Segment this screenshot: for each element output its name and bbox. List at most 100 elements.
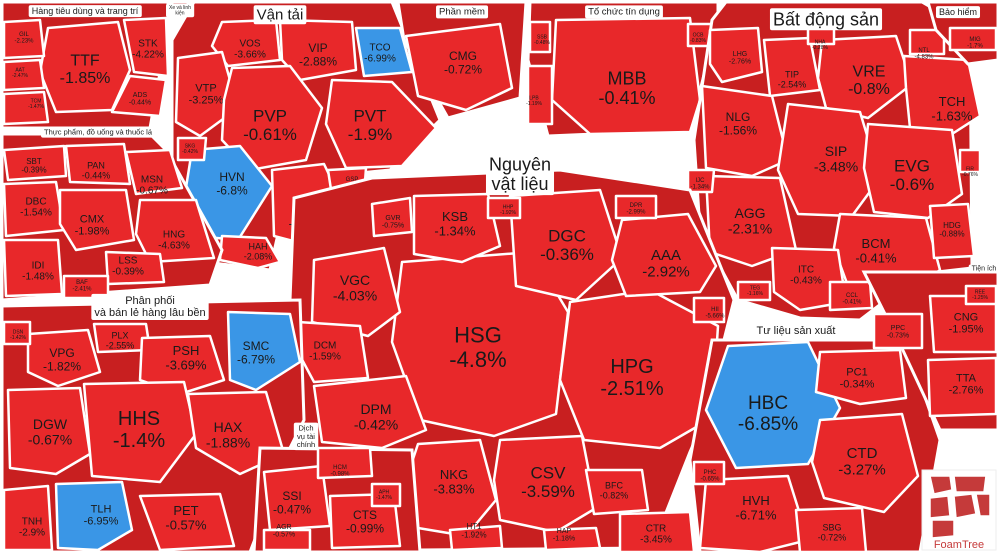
stock-cell-ijc[interactable]: IJC-1.34%: [686, 168, 716, 194]
stock-cell-psh[interactable]: PSH-3.69%: [138, 334, 226, 396]
stock-cell-hvh[interactable]: HVH-6.71%: [698, 474, 810, 554]
stock-cell-agr[interactable]: AGR-0.57%: [262, 524, 312, 552]
stock-cell-teg[interactable]: TEG-1.16%: [736, 280, 772, 302]
stock-cell-dsn[interactable]: DSN-1.42%: [2, 320, 32, 346]
stock-change: -6.95%: [84, 515, 119, 527]
stock-cell-ctd[interactable]: CTD-3.27%: [810, 412, 920, 514]
stock-cell-hdg[interactable]: HDG-0.88%: [928, 202, 976, 260]
stock-ticker: PLX: [111, 331, 128, 341]
stock-shape: [2, 238, 64, 298]
logo-text: FoamTree: [934, 539, 984, 551]
stock-cell-sbt[interactable]: SBT-0.39%: [2, 144, 68, 182]
stock-cell-pan[interactable]: PAN-0.44%: [64, 142, 132, 186]
stock-cell-dcm[interactable]: DCM-1.59%: [296, 320, 370, 384]
stock-cell-hng[interactable]: HNG-4.63%: [134, 198, 216, 264]
stock-cell-cmg[interactable]: CMG-0.72%: [404, 22, 514, 112]
stock-cell-fir[interactable]: FIR-0.76%: [958, 148, 982, 178]
stock-cell-cmx[interactable]: CMX-1.98%: [58, 188, 136, 252]
stock-cell-cts[interactable]: CTS-0.99%: [328, 492, 402, 550]
stock-cell-ppc[interactable]: PPC-0.73%: [872, 312, 924, 350]
stock-shape: [618, 510, 696, 554]
stock-cell-dpr[interactable]: DPR-2.99%: [614, 194, 658, 220]
stock-cell-hsg[interactable]: HSG-4.8%: [390, 250, 570, 438]
stock-cell-gvr[interactable]: GVR-0.75%: [370, 196, 414, 238]
stock-cell-skg[interactable]: SKG-0.42%: [176, 136, 208, 162]
stock-cell-pvp[interactable]: PVP-0.61%: [220, 64, 324, 172]
stock-cell-dgc[interactable]: DGC-0.36%: [508, 188, 624, 302]
stock-cell-vip[interactable]: VIP-2.88%: [278, 18, 358, 82]
stock-cell-hbc[interactable]: HBC-6.85%: [704, 340, 842, 470]
stock-change: -1.9%: [348, 125, 392, 144]
stock-cell-smc[interactable]: SMC-6.79%: [226, 310, 302, 392]
stock-cell-pvt[interactable]: PVT-1.9%: [324, 78, 438, 170]
stock-cell-gil[interactable]: GIL-2.23%: [2, 18, 46, 60]
stock-cell-evg[interactable]: EVG-0.6%: [862, 122, 964, 220]
stock-cell-nlg[interactable]: NLG-1.56%: [700, 84, 790, 178]
stock-cell-stk[interactable]: STK-4.22%: [122, 16, 170, 78]
stock-cell-ads[interactable]: ADS-0.44%: [110, 74, 168, 118]
stock-cell-ssi[interactable]: SSI-0.47%: [262, 464, 332, 532]
stock-cell-hpg[interactable]: HPG-2.51%: [558, 288, 720, 450]
stock-shape: [610, 212, 718, 298]
stock-cell-ccl[interactable]: CCL-0.41%: [828, 280, 874, 312]
stock-cell-dbc[interactable]: DBC-1.54%: [2, 180, 66, 238]
stock-cell-tlh[interactable]: TLH-6.95%: [54, 480, 134, 552]
stock-ticker: DSN: [13, 329, 24, 335]
stock-cell-pc1[interactable]: PC1-0.34%: [814, 348, 908, 406]
stock-cell-ree[interactable]: REE-1.25%: [964, 284, 998, 306]
stock-shape: [872, 312, 924, 350]
stock-cell-mbb[interactable]: MBB-0.41%: [550, 16, 702, 136]
stock-ticker: HSG: [454, 323, 502, 348]
stock-cell-tcm[interactable]: TCM-1.47%: [2, 90, 50, 126]
stock-cell-bfc[interactable]: BFC-0.82%: [584, 468, 650, 516]
stock-cell-tnh[interactable]: TNH-2.9%: [2, 484, 54, 552]
stock-cell-ttf[interactable]: TTF-1.85%: [38, 20, 132, 114]
stock-cell-dgw[interactable]: DGW-0.67%: [6, 386, 92, 476]
stock-cell-aaa[interactable]: AAA-2.92%: [610, 212, 718, 298]
stock-cell-aat[interactable]: AAT-2.47%: [2, 58, 46, 92]
stock-cell-ksb[interactable]: KSB-1.34%: [412, 192, 502, 264]
stock-cell-tch[interactable]: TCH-1.63%: [902, 54, 982, 136]
stock-cell-vpg[interactable]: VPG-1.82%: [26, 328, 102, 388]
stock-cell-ctr[interactable]: CTR-3.45%: [618, 510, 696, 554]
stock-cell-ht1[interactable]: HT1-1.92%: [448, 522, 504, 552]
stock-cell-hhp[interactable]: HHP-1.92%: [486, 196, 522, 220]
stock-cell-vre[interactable]: VRE-0.8%: [816, 34, 914, 120]
sector-title-backing: [968, 264, 1000, 274]
stock-cell-agg[interactable]: AGG-2.31%: [704, 174, 798, 268]
stock-shape: [686, 168, 716, 194]
stock-cell-ntl[interactable]: NTL-4.83%: [908, 28, 946, 61]
stock-change: -0.43%: [790, 276, 822, 287]
stock-cell-dpm[interactable]: DPM-0.42%: [312, 374, 428, 450]
stock-cell-tta[interactable]: TTA-2.76%: [926, 356, 998, 418]
stock-cell-msn[interactable]: MSN-0.67%: [124, 148, 184, 197]
stock-cell-hhs[interactable]: HHS-1.4%: [82, 380, 198, 484]
stock-ticker: PVP: [253, 106, 287, 125]
stock-cell-lss[interactable]: LSS-0.39%: [104, 250, 166, 286]
stock-ticker: LPB: [529, 95, 539, 101]
stock-ticker: FIR: [966, 166, 974, 172]
stock-cell-aph[interactable]: APH-1.47%: [370, 482, 402, 508]
sector-phan-phoi-va-ban-le-hang-lau-ben: VPG-1.82%PLX-2.55% PSH-3.69%SMC-6.79%DGW-…: [0, 298, 306, 554]
stock-cell-idi[interactable]: IDI-1.48%: [2, 238, 64, 298]
stock-cell-hap[interactable]: HAP-1.18%: [542, 526, 602, 552]
stock-ticker: GIL: [19, 32, 29, 38]
stock-ticker: HBC: [748, 393, 788, 414]
stock-ticker: ADS: [133, 92, 148, 99]
stock-cell-itc[interactable]: ITC-0.43%: [770, 246, 848, 312]
stock-cell-hii[interactable]: HII-5.66%: [692, 296, 726, 324]
stock-cell-lpb[interactable]: LPB-1.19%: [526, 64, 554, 126]
stock-shape: [226, 310, 302, 392]
stock-change: -1.92%: [500, 210, 516, 216]
stock-cell-ssb[interactable]: SSB-0.48%: [528, 20, 552, 54]
stock-cell-csv[interactable]: CSV-3.59%: [492, 434, 598, 534]
stock-cell-lhg[interactable]: LHG-2.76%: [708, 26, 764, 84]
stock-cell-hcm[interactable]: HCM-0.98%: [316, 446, 374, 480]
stock-cell-mig[interactable]: MIG-1.7%: [948, 26, 998, 52]
stock-shape: [448, 524, 504, 552]
stock-cell-phc[interactable]: PHC-0.65%: [692, 460, 726, 486]
stock-cell-pet[interactable]: PET-0.57%: [138, 492, 236, 552]
stock-cell-sbg[interactable]: SBG-0.72%: [794, 506, 868, 554]
stock-cell-vgc[interactable]: VGC-4.03%: [310, 246, 402, 338]
